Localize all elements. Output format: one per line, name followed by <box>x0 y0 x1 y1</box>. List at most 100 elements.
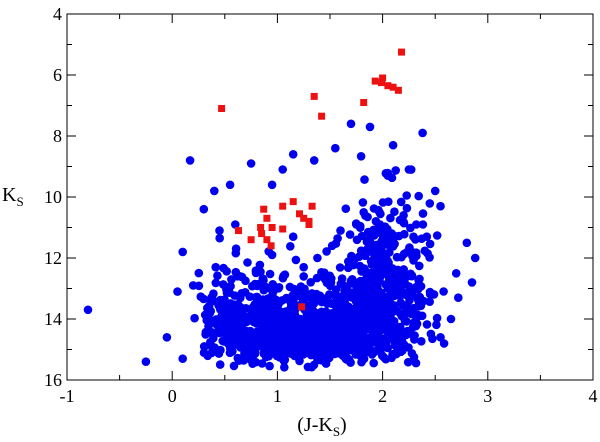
blue-point <box>388 140 398 150</box>
blue-point <box>415 261 424 271</box>
blue-point <box>388 334 398 344</box>
blue-point <box>430 186 440 196</box>
blue-point <box>377 246 387 256</box>
red-point <box>318 112 326 120</box>
red-point <box>394 86 402 94</box>
blue-point <box>317 272 326 281</box>
blue-point <box>390 239 399 249</box>
blue-point <box>200 342 209 351</box>
blue-point <box>233 353 243 363</box>
blue-point <box>414 276 423 285</box>
blue-point <box>454 293 463 303</box>
blue-point <box>233 272 242 281</box>
blue-point <box>313 253 322 263</box>
blue-point <box>299 350 308 359</box>
red-series <box>218 48 405 311</box>
blue-point <box>178 247 187 257</box>
blue-point <box>218 280 228 289</box>
blue-point <box>261 352 271 362</box>
blue-point <box>257 359 267 368</box>
blue-point <box>467 278 477 287</box>
blue-point <box>396 197 406 207</box>
blue-point <box>352 282 361 292</box>
blue-point <box>360 285 370 294</box>
blue-point <box>335 334 344 344</box>
blue-point <box>418 209 428 218</box>
red-point <box>279 225 287 233</box>
red-point <box>371 77 379 85</box>
blue-point <box>386 213 395 223</box>
blue-point <box>462 238 472 248</box>
blue-point <box>321 309 331 319</box>
blue-point <box>377 351 387 360</box>
blue-point <box>219 316 228 326</box>
blue-point <box>398 300 408 310</box>
blue-point <box>345 230 355 239</box>
blue-point <box>367 301 377 311</box>
blue-point <box>425 199 435 208</box>
blue-point <box>344 257 353 266</box>
blue-point <box>380 343 389 352</box>
blue-point <box>365 122 375 132</box>
blue-point <box>265 361 274 371</box>
y-tick-label: 8 <box>53 126 62 146</box>
blue-point <box>381 300 391 310</box>
blue-point <box>264 332 274 341</box>
blue-point <box>199 204 209 214</box>
blue-point <box>271 310 281 319</box>
blue-point <box>352 220 361 229</box>
blue-point <box>325 271 335 281</box>
blue-point <box>388 275 398 284</box>
blue-point <box>403 357 413 367</box>
blue-point <box>392 252 402 262</box>
blue-point <box>393 289 403 298</box>
blue-point <box>360 264 369 273</box>
blue-point <box>414 191 424 201</box>
blue-point <box>333 303 343 312</box>
blue-point <box>252 281 262 291</box>
blue-point <box>203 351 212 361</box>
blue-point <box>407 247 417 257</box>
blue-point <box>400 316 410 326</box>
blue-point <box>288 330 298 340</box>
red-point <box>279 202 287 210</box>
blue-point <box>261 282 271 292</box>
blue-point <box>338 295 347 304</box>
blue-point <box>352 347 362 357</box>
blue-point <box>267 180 277 190</box>
blue-point <box>290 345 299 355</box>
blue-point <box>251 268 261 278</box>
blue-point <box>418 220 428 229</box>
blue-point <box>270 326 279 335</box>
blue-point <box>231 220 240 229</box>
blue-point <box>265 317 274 327</box>
blue-point <box>320 318 329 328</box>
blue-point <box>245 292 255 302</box>
blue-point <box>220 297 229 307</box>
blue-point <box>436 201 445 211</box>
blue-point <box>439 339 449 348</box>
red-point <box>258 230 266 238</box>
axis-ticks <box>66 13 594 381</box>
blue-point <box>225 180 235 190</box>
blue-point <box>377 229 386 238</box>
blue-point <box>422 320 432 329</box>
x-tick-label: 2 <box>378 386 387 406</box>
blue-point <box>393 346 402 356</box>
blue-point <box>188 281 198 290</box>
blue-point <box>299 272 309 281</box>
red-point <box>296 210 303 218</box>
red-point <box>260 205 268 213</box>
blue-point <box>412 220 421 229</box>
red-point <box>389 83 397 91</box>
blue-point <box>432 320 441 330</box>
y-axis-label: KS <box>2 184 24 209</box>
red-point <box>384 82 392 90</box>
blue-point <box>375 207 384 217</box>
blue-point <box>305 344 315 354</box>
blue-point <box>350 254 360 264</box>
red-point <box>379 74 387 82</box>
blue-point <box>407 349 417 358</box>
blue-point <box>363 237 373 246</box>
blue-point <box>246 314 255 323</box>
